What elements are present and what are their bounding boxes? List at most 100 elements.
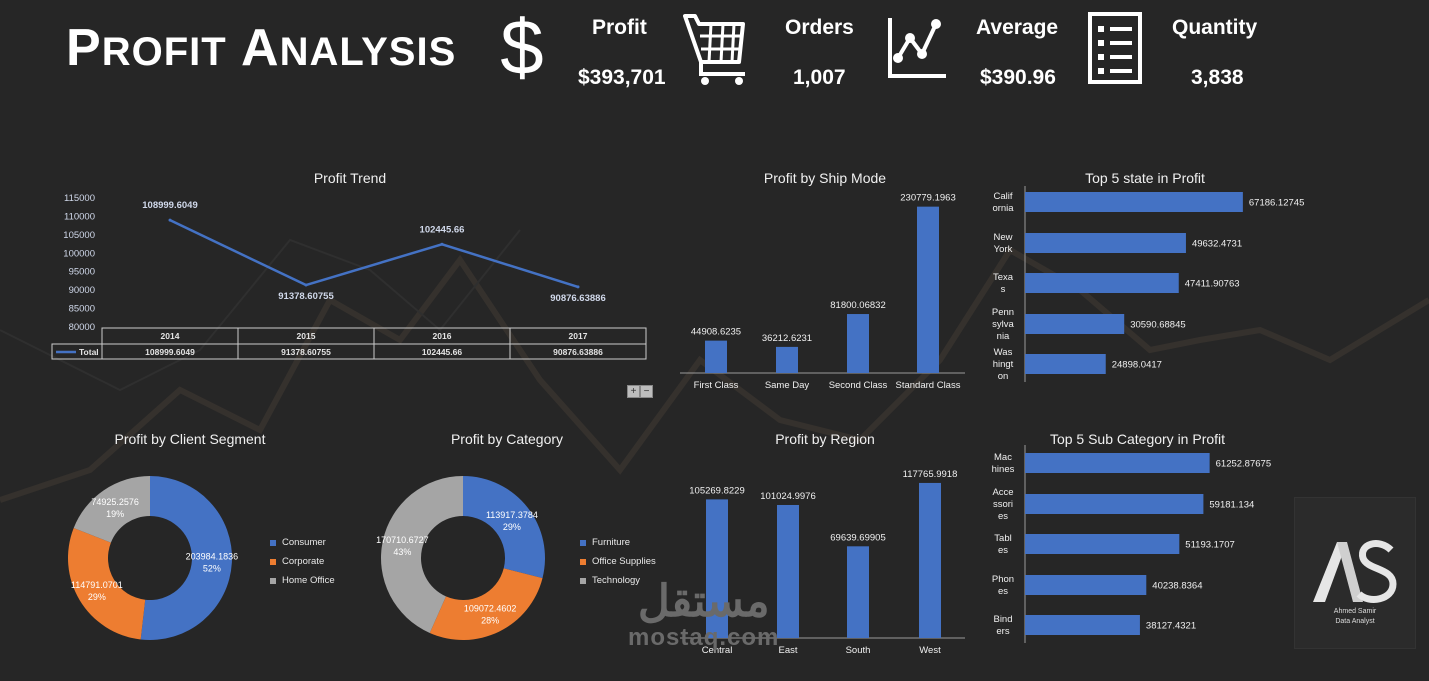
- legend-item: Corporate: [270, 552, 335, 571]
- data-label: 108999.6049: [142, 200, 197, 211]
- kpi-average-value: $390.96: [980, 66, 1056, 89]
- category-donut-chart: 113917.3784 29% 109072.4602 28% 170710.6727 4…: [376, 476, 545, 640]
- category-label: Central: [702, 645, 733, 656]
- legend-item: Home Office: [270, 571, 335, 590]
- region-chart: 105269.8229 Central 101024.9976 East 69639.6…: [680, 469, 965, 656]
- donut-slice: [68, 527, 146, 640]
- bar: [847, 314, 869, 373]
- donut-slice: [140, 476, 233, 640]
- table-header-cell: 2016: [433, 331, 452, 341]
- legend-label: Consumer: [282, 537, 326, 548]
- category-label: Standard Class: [896, 380, 961, 391]
- donut-slice: [73, 476, 150, 543]
- dollar-icon: $: [500, 8, 543, 84]
- data-table-legend-cell: [51, 343, 103, 360]
- bar: [1025, 354, 1106, 374]
- profit-trend-chart: 115000 110000 105000 100000 95000 90000 85000 8…: [51, 193, 647, 360]
- donut-slice: [381, 476, 463, 633]
- data-label: 30590.68845: [1130, 320, 1185, 331]
- segment-donut-chart: 203984.1836 52% 114791.0701 29% 74925.2576 19…: [68, 476, 238, 640]
- slice-label: 114791.0701 29%: [71, 580, 123, 602]
- category-label: New York: [993, 232, 1012, 255]
- svg-text:$: $: [500, 8, 543, 84]
- category-label: Mac hines: [992, 452, 1015, 475]
- bar: [919, 482, 941, 638]
- category-label: South: [846, 645, 871, 656]
- data-label: 51193.1707: [1185, 540, 1235, 551]
- data-label: 40238.8364: [1152, 581, 1202, 592]
- legend-swatch: [580, 558, 586, 565]
- logo-role: Data Analyst: [1335, 618, 1375, 625]
- watermark-arabic: مستقل: [637, 577, 770, 626]
- line-chart-icon: [888, 18, 946, 78]
- bar: [1025, 615, 1140, 635]
- category-label: First Class: [694, 380, 739, 391]
- y-tick-label: 110000: [64, 211, 95, 222]
- watermark-latin: mostaq.com: [628, 624, 780, 651]
- data-label: 90876.63886: [550, 293, 605, 304]
- category-label: Bind ers: [993, 614, 1012, 637]
- data-label: 67186.12745: [1249, 198, 1304, 209]
- category-label: Same Day: [765, 380, 810, 391]
- data-label: 117765.9918: [903, 469, 958, 480]
- table-value-cell: 102445.66: [422, 347, 462, 357]
- category-label: East: [778, 645, 797, 656]
- bar: [1025, 534, 1180, 554]
- data-point: [576, 285, 580, 289]
- list-icon: [1088, 12, 1142, 84]
- table-value-cell: 90876.63886: [553, 347, 603, 357]
- y-tick-label: 80000: [69, 322, 95, 333]
- collapse-button[interactable]: −: [640, 385, 653, 398]
- segment-legend: Consumer Corporate Home Office: [270, 533, 335, 590]
- category-label: Texa s: [993, 272, 1014, 295]
- legend-swatch: [580, 539, 586, 546]
- data-label: 47411.90763: [1185, 279, 1240, 290]
- legend-label: Home Office: [282, 575, 335, 586]
- bar: [1025, 494, 1204, 514]
- table-value-cell: 108999.6049: [145, 347, 195, 357]
- slice-label: 113917.3784 29%: [486, 510, 538, 532]
- kpi-average-label: Average: [976, 16, 1059, 39]
- bar: [917, 206, 939, 373]
- logo-mark-icon: [1313, 540, 1397, 603]
- logo-name: Ahmed Samir: [1333, 608, 1377, 615]
- table-value-cell: 91378.60755: [281, 347, 331, 357]
- top-subcategory-chart: 61252.87675 Mac hines 59181.134 Acce ssori es 5…: [992, 445, 1271, 643]
- kpi-profit-label: Profit: [592, 16, 647, 39]
- legend-label: Furniture: [592, 537, 631, 548]
- kpi-quantity-value: 3,838: [1191, 66, 1244, 89]
- bar: [847, 546, 869, 638]
- category-label: Was hingt on: [993, 347, 1014, 382]
- kpi-orders-value: 1,007: [793, 66, 846, 89]
- kpi-orders-label: Orders: [785, 16, 854, 39]
- segment-title: Profit by Client Segment: [114, 431, 266, 447]
- data-label: 36212.6231: [762, 333, 812, 344]
- legend-label: Corporate: [282, 556, 325, 567]
- series-line-total: [169, 218, 579, 289]
- data-label: 101024.9976: [760, 491, 815, 502]
- legend-swatch: [270, 558, 276, 565]
- ship-mode-title: Profit by Ship Mode: [763, 170, 887, 186]
- legend-swatch: [270, 577, 276, 584]
- bar: [1025, 453, 1210, 473]
- y-tick-label: 90000: [69, 285, 95, 296]
- data-label: 38127.4321: [1146, 621, 1196, 632]
- category-label: Penn sylva nia: [992, 307, 1015, 342]
- category-title: Profit by Category: [450, 431, 564, 447]
- slice-label: 109072.4602 28%: [464, 604, 517, 626]
- profit-trend-title: Profit Trend: [313, 170, 387, 186]
- table-series-label: Total: [79, 347, 99, 357]
- data-point: [304, 283, 308, 287]
- data-point: [440, 242, 444, 246]
- expand-button[interactable]: +: [627, 385, 640, 398]
- legend-item: Technology: [580, 571, 656, 590]
- author-logo: Ahmed Samir Data Analyst: [1294, 497, 1416, 649]
- data-label: 24898.0417: [1112, 360, 1162, 371]
- data-label: 59181.134: [1209, 500, 1254, 511]
- top-state-title: Top 5 state in Profit: [1085, 170, 1205, 186]
- table-header-cell: 2015: [297, 331, 316, 341]
- table-header-cell: 2017: [569, 331, 588, 341]
- category-label: Second Class: [829, 380, 888, 391]
- category-label: Phon es: [992, 574, 1014, 597]
